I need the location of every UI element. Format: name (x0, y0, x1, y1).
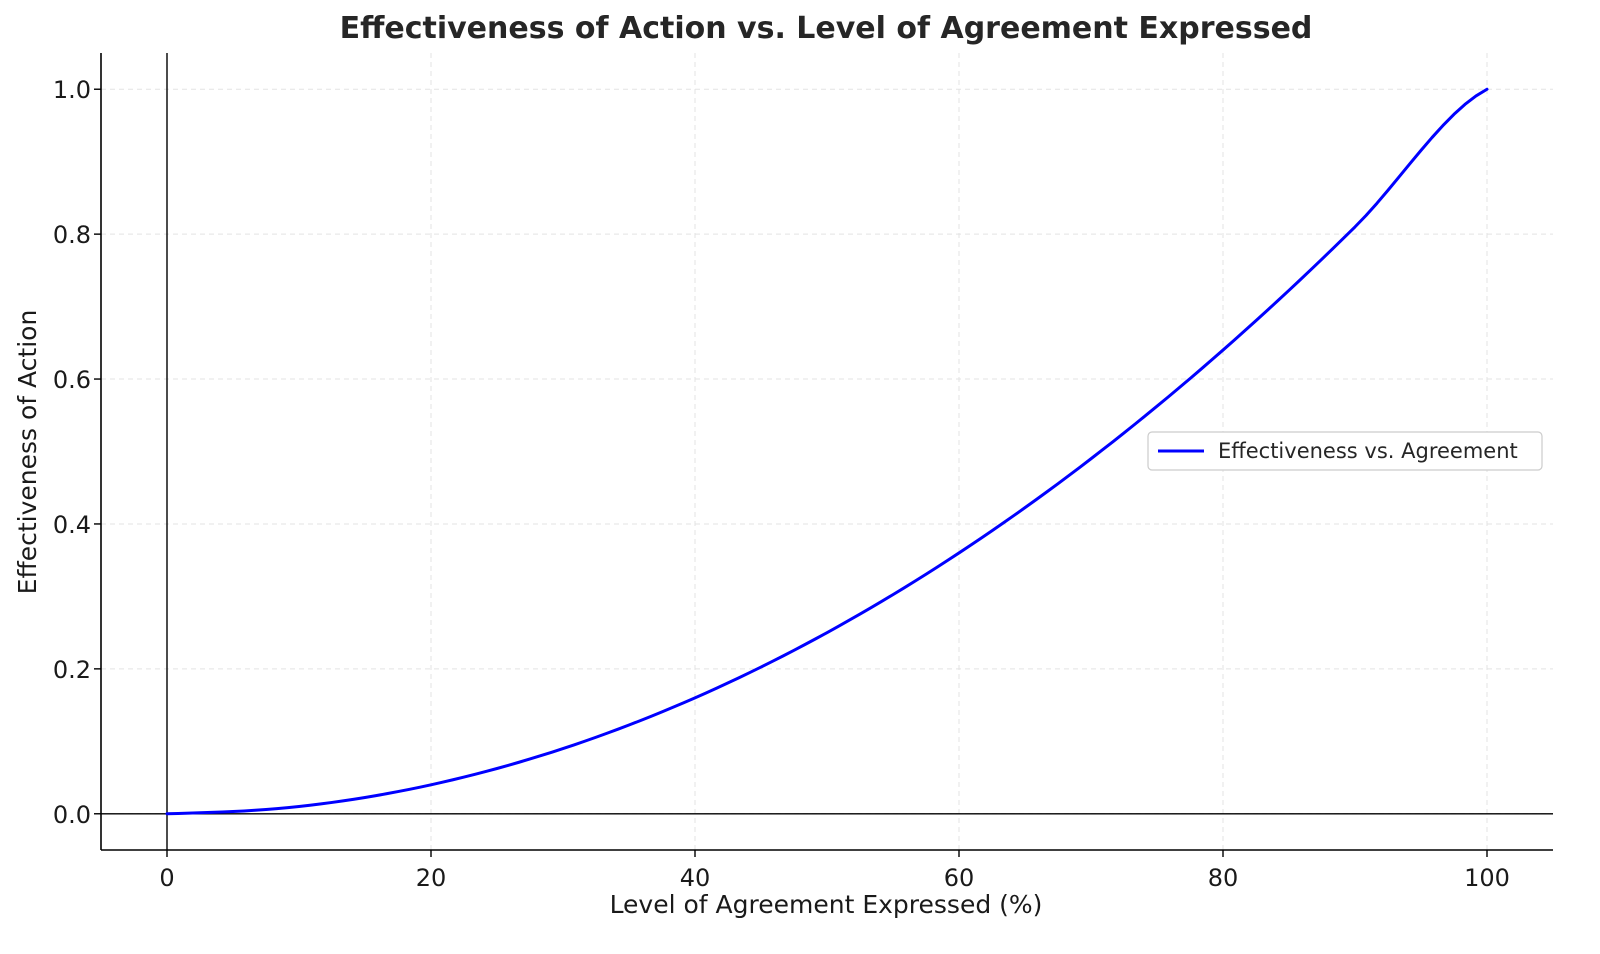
x-tick-label: 0 (159, 864, 174, 892)
reference-lines (101, 53, 1553, 850)
x-tick-label: 60 (944, 864, 975, 892)
chart-title: Effectiveness of Action vs. Level of Agr… (340, 11, 1313, 46)
y-tick-label: 0.8 (53, 221, 91, 249)
x-tick-label: 80 (1208, 864, 1239, 892)
x-tick-label: 20 (416, 864, 447, 892)
x-tick-label: 100 (1464, 864, 1510, 892)
legend-box (1147, 431, 1543, 471)
y-tick-label: 0.6 (53, 366, 91, 394)
x-axis-label: Level of Agreement Expressed (%) (610, 890, 1043, 919)
ticks: 0 20 40 60 80 100 0.0 0.2 0.4 0.6 0.8 1.0 (53, 76, 1510, 892)
y-tick-label: 0.4 (53, 511, 91, 539)
legend-entry: Effectiveness vs. Agreement (1218, 439, 1518, 463)
series-layer (165, 87, 1489, 816)
y-tick-label: 0.2 (53, 656, 91, 684)
legend: Effectiveness vs. Agreement (1147, 431, 1543, 471)
y-tick-label: 0.0 (53, 801, 91, 829)
y-axis-label: Effectiveness of Action (13, 310, 42, 595)
x-tick-label: 40 (680, 864, 711, 892)
axes (100, 53, 1553, 851)
series-line (165, 87, 1489, 816)
y-tick-label: 1.0 (53, 76, 91, 104)
